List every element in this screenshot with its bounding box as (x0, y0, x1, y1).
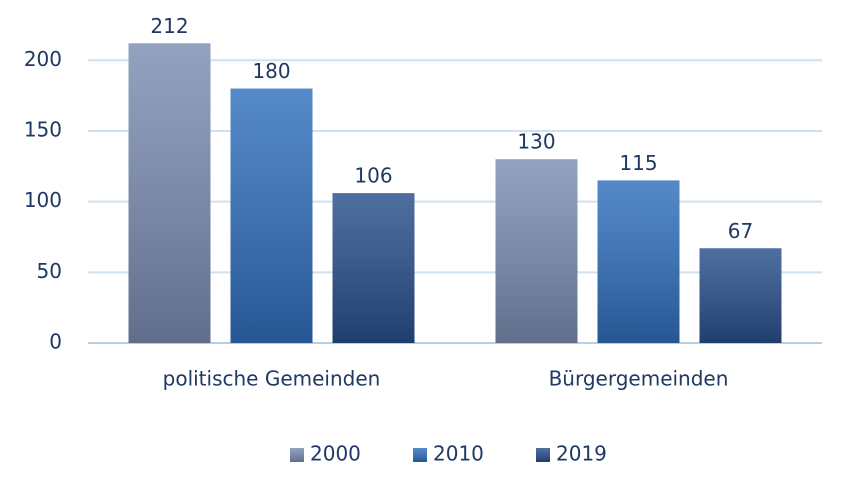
value-label: 115 (619, 151, 657, 175)
legend-label: 2010 (433, 442, 484, 466)
bar-shade (230, 88, 313, 343)
x-tick-label: Bürgergemeinden (549, 367, 729, 391)
value-label: 212 (150, 14, 188, 38)
legend-label: 2019 (556, 442, 607, 466)
y-tick-label: 50 (37, 259, 62, 283)
value-label: 180 (252, 59, 290, 83)
y-tick-label: 150 (24, 117, 62, 141)
legend-swatch-shade (290, 448, 304, 462)
value-label: 130 (517, 130, 555, 154)
legend-swatch-shade (413, 448, 427, 462)
bar-shade (699, 248, 782, 343)
y-tick-label: 100 (24, 188, 62, 212)
y-tick-label: 200 (24, 47, 62, 71)
x-tick-label: politische Gemeinden (163, 367, 381, 391)
bar-shade (128, 43, 211, 344)
bar-shade (597, 180, 680, 343)
value-label: 67 (728, 219, 753, 243)
legend-swatch-shade (536, 448, 550, 462)
legend-label: 2000 (310, 442, 361, 466)
bar-shade (332, 193, 415, 343)
bar-shade (495, 159, 578, 343)
value-label: 106 (354, 164, 392, 188)
y-tick-label: 0 (49, 330, 62, 354)
